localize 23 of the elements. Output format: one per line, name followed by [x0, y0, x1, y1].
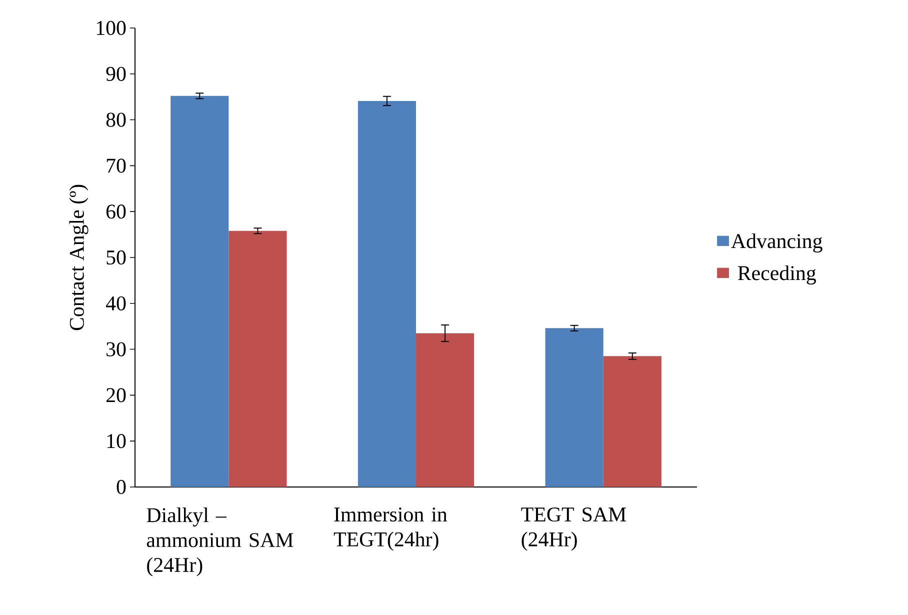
bar: [170, 96, 229, 487]
bar: [228, 230, 287, 487]
y-tick-label: 10: [107, 434, 126, 448]
y-tick-label: 30: [106, 342, 126, 356]
x-tick-label: Immersion in TEGT(24hr): [334, 507, 448, 551]
bar: [416, 333, 474, 487]
y-tick-label: 100: [96, 20, 126, 36]
bar: [545, 328, 604, 487]
y-tick-label: 80: [106, 112, 126, 127]
y-tick-label: 40: [106, 296, 126, 310]
x-tick-label: TEGT SAM (24Hr): [521, 507, 626, 551]
y-tick-label: 60: [106, 204, 126, 219]
y-tick-label: 90: [106, 66, 126, 81]
y-tick-label: 0: [116, 480, 126, 494]
x-tick-label: Dialkyl – ammonium SAM (24Hr): [146, 508, 294, 576]
y-tick-label: 50: [106, 250, 126, 265]
y-axis-title: Contact Angle (º): [69, 184, 88, 330]
y-tick-label: 70: [106, 158, 126, 173]
bar: [358, 100, 416, 487]
bar: [603, 356, 662, 487]
y-tick-label: 20: [106, 388, 126, 402]
legend-label: Advancing: [731, 233, 822, 253]
legend-label: Receding: [738, 265, 816, 285]
